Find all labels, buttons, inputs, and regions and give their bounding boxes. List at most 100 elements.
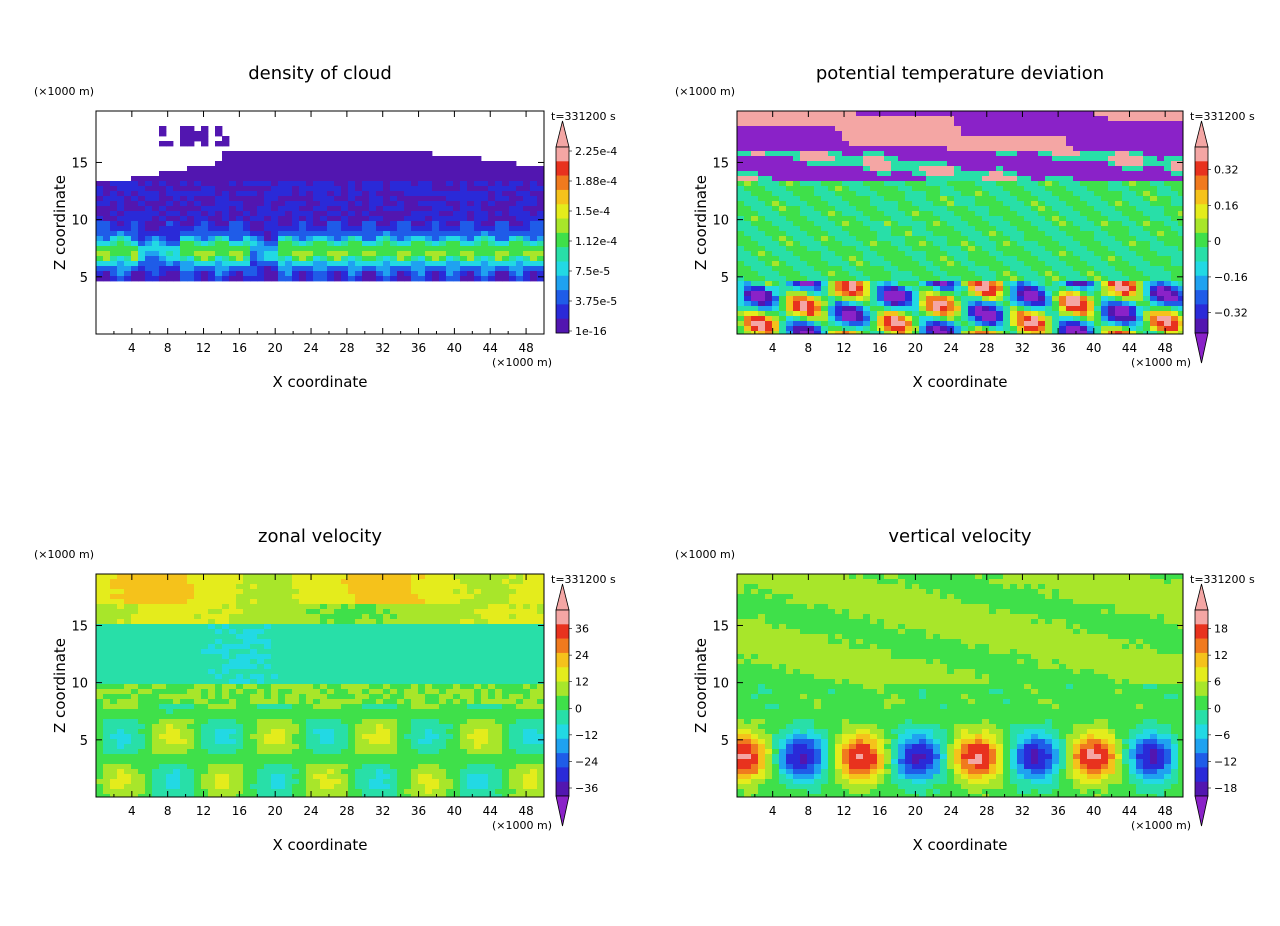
heatmap-cell xyxy=(1003,146,1011,152)
heatmap-cell xyxy=(982,266,990,272)
heatmap-cell xyxy=(1178,316,1184,322)
heatmap-cell xyxy=(131,251,139,257)
heatmap-cell xyxy=(215,584,223,590)
heatmap-cell xyxy=(488,166,496,172)
heatmap-cell xyxy=(390,186,398,192)
heatmap-cell xyxy=(320,266,328,272)
heatmap-cell xyxy=(523,271,531,277)
heatmap-cell xyxy=(222,211,230,217)
heatmap-cell xyxy=(863,261,871,267)
heatmap-cell xyxy=(751,241,759,247)
y-tick-label: 10 xyxy=(712,214,729,229)
heatmap-cell xyxy=(1171,171,1179,177)
heatmap-cell xyxy=(898,256,906,262)
heatmap-cell xyxy=(215,251,223,257)
heatmap-cell xyxy=(961,116,969,122)
heatmap-cell xyxy=(432,589,440,595)
heatmap-cell xyxy=(460,231,468,237)
heatmap-cell xyxy=(404,261,412,267)
heatmap-cell xyxy=(821,191,829,197)
heatmap-cell xyxy=(488,589,496,595)
heatmap-cell xyxy=(1031,226,1039,232)
heatmap-cell xyxy=(1143,171,1151,177)
heatmap-cell xyxy=(793,186,801,192)
heatmap-cell xyxy=(954,166,962,172)
heatmap-cell xyxy=(1010,226,1018,232)
heatmap-cell xyxy=(856,331,864,335)
heatmap-cell xyxy=(194,171,202,177)
heatmap-cell xyxy=(996,146,1004,152)
heatmap-cell xyxy=(737,186,745,192)
heatmap-cell xyxy=(516,594,524,600)
heatmap-cell xyxy=(793,161,801,167)
heatmap-cell xyxy=(1080,156,1088,162)
heatmap-cell xyxy=(772,266,780,272)
heatmap-cell xyxy=(369,216,377,222)
heatmap-cell xyxy=(236,166,244,172)
heatmap-cell xyxy=(975,266,983,272)
heatmap-cell xyxy=(187,246,195,252)
heatmap-cell xyxy=(369,161,377,167)
heatmap-cell xyxy=(828,291,836,297)
heatmap-cell xyxy=(362,186,370,192)
heatmap-cell xyxy=(1157,131,1165,137)
heatmap-cell xyxy=(842,291,850,297)
heatmap-cell xyxy=(779,276,787,282)
heatmap-cell xyxy=(404,251,412,257)
heatmap-cell xyxy=(173,271,181,277)
heatmap-cell xyxy=(898,196,906,202)
heatmap-cell xyxy=(863,216,871,222)
heatmap-cell xyxy=(1101,246,1109,252)
heatmap-cell xyxy=(863,131,871,137)
heatmap-cell xyxy=(1143,176,1151,182)
heatmap-cell xyxy=(807,236,815,242)
heatmap-cell xyxy=(488,181,496,187)
heatmap-cell xyxy=(828,276,836,282)
heatmap-cell xyxy=(1087,311,1095,317)
heatmap-cell xyxy=(898,306,906,312)
heatmap-cell xyxy=(376,236,384,242)
heatmap-cell xyxy=(320,211,328,217)
heatmap-cell xyxy=(1038,251,1046,257)
heatmap-cell xyxy=(152,231,160,237)
heatmap-cell xyxy=(765,161,773,167)
heatmap-cell xyxy=(940,296,948,302)
heatmap-cell xyxy=(1010,176,1018,182)
heatmap-cell xyxy=(124,241,132,247)
heatmap-cell xyxy=(800,246,808,252)
heatmap-cell xyxy=(159,171,167,177)
heatmap-cell xyxy=(467,271,475,277)
heatmap-cell xyxy=(1059,311,1067,317)
heatmap-cell xyxy=(968,226,976,232)
heatmap-cell xyxy=(1073,166,1081,172)
heatmap-cell xyxy=(912,116,920,122)
heatmap-cell xyxy=(516,271,524,277)
heatmap-cell xyxy=(194,589,202,595)
heatmap-cell xyxy=(1052,176,1060,182)
heatmap-cell xyxy=(208,211,216,217)
heatmap-cell xyxy=(828,246,836,252)
heatmap-cell xyxy=(474,201,482,207)
heatmap-cell xyxy=(940,176,948,182)
heatmap-cell xyxy=(800,326,808,332)
heatmap-cell xyxy=(786,116,794,122)
heatmap-cell xyxy=(1087,266,1095,272)
heatmap-cell xyxy=(1171,216,1179,222)
heatmap-cell xyxy=(1101,171,1109,177)
heatmap-cell xyxy=(222,246,230,252)
heatmap-cell xyxy=(201,276,209,282)
heatmap-cell xyxy=(982,316,990,322)
heatmap-cell xyxy=(968,141,976,147)
heatmap-cell xyxy=(765,331,773,335)
heatmap-cell xyxy=(828,321,836,327)
heatmap-cell xyxy=(96,256,104,262)
heatmap-cell xyxy=(285,196,293,202)
heatmap-cell xyxy=(891,241,899,247)
heatmap-cell xyxy=(369,276,377,282)
heatmap-cell xyxy=(341,196,349,202)
heatmap-cell xyxy=(1122,281,1130,287)
heatmap-cell xyxy=(926,171,934,177)
heatmap-cell xyxy=(1038,296,1046,302)
heatmap-cell xyxy=(285,191,293,197)
heatmap-cell xyxy=(488,584,496,590)
